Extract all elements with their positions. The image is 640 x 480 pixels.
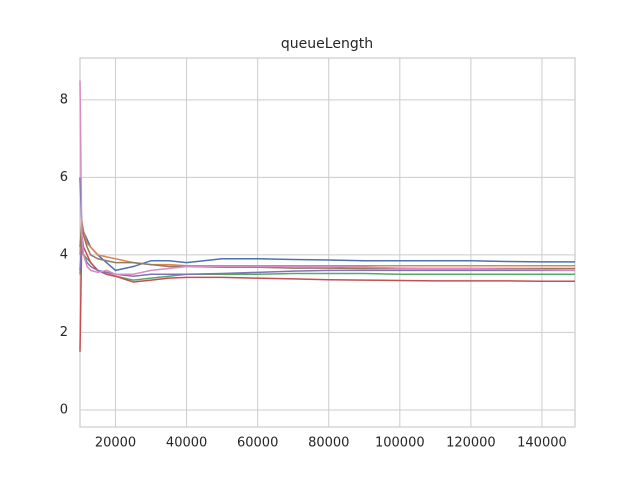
x-tick-label: 140000 [517, 436, 567, 451]
x-tick-label: 60000 [237, 436, 278, 451]
y-tick-label: 8 [60, 92, 68, 107]
plot-frame [79, 57, 576, 428]
y-tick-label: 4 [60, 247, 68, 262]
x-tick-label: 40000 [166, 436, 207, 451]
x-tick-label: 120000 [446, 436, 496, 451]
line-series [79, 246, 575, 281]
y-tick-label: 2 [60, 325, 68, 340]
x-tick-label: 20000 [95, 436, 136, 451]
y-tick-label: 6 [60, 170, 68, 185]
line-series [79, 235, 575, 352]
x-tick-label: 80000 [308, 436, 349, 451]
chart-title: queueLength [281, 36, 373, 52]
x-tick-label: 100000 [375, 436, 425, 451]
line-series [79, 80, 576, 276]
line-series [79, 177, 575, 272]
line-series [79, 219, 575, 267]
y-tick-label: 0 [60, 402, 68, 417]
line-series [79, 243, 575, 277]
